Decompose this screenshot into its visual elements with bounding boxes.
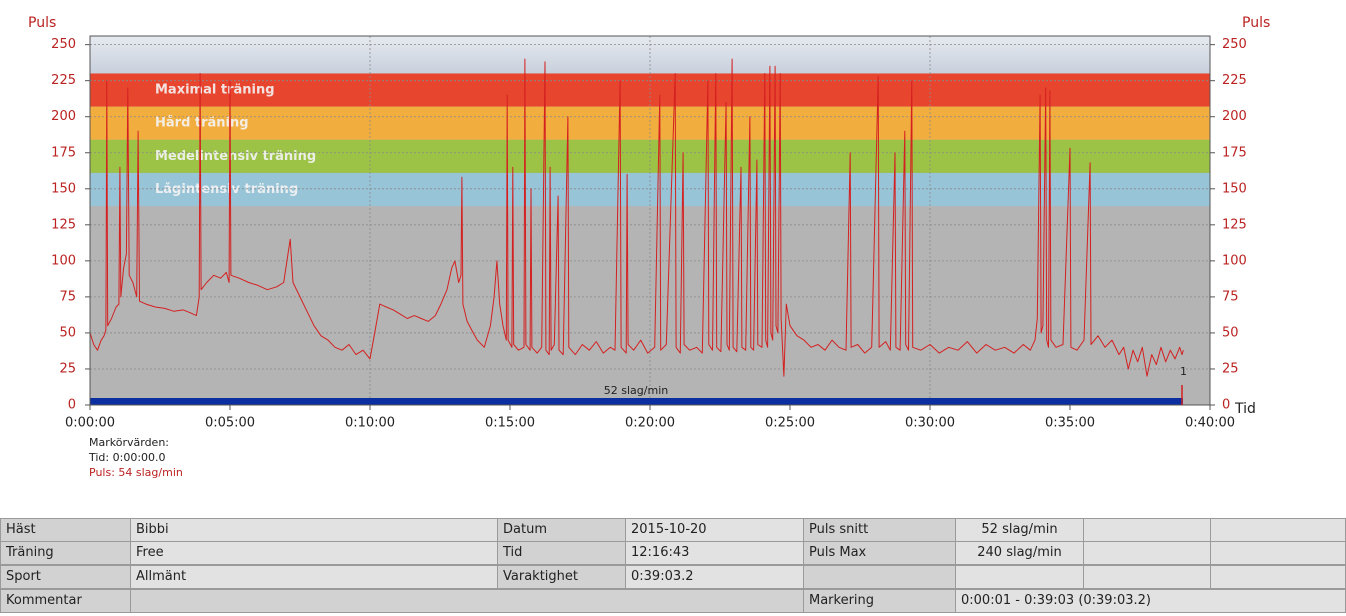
zone-label: Lågintensiv träning	[155, 182, 298, 197]
y2-tick-label: 100	[1222, 253, 1247, 268]
x-tick-label: 0:20:00	[625, 416, 675, 431]
table-cell: Datum	[497, 518, 626, 542]
marker-time: Tid: 0:00:00.0	[89, 451, 166, 464]
marker-pulse: Puls: 54 slag/min	[89, 466, 183, 479]
x-tick-label: 0:35:00	[1045, 416, 1095, 431]
table-cell: Häst	[0, 518, 131, 542]
y2-tick-label: 200	[1222, 109, 1247, 124]
average-bar	[90, 398, 1183, 405]
zone-label: Medelintensiv träning	[155, 149, 316, 164]
y2-tick-label: 250	[1222, 37, 1247, 52]
x-tick-label: 0:05:00	[205, 416, 255, 431]
table-cell: 0:00:01 - 0:39:03 (0:39:03.2)	[955, 589, 1346, 613]
y2-tick-label: 25	[1222, 361, 1239, 376]
y2-tick-label: 0	[1222, 398, 1230, 413]
table-cell: 0:39:03.2	[625, 565, 804, 589]
y-tick-label: 25	[59, 361, 76, 376]
y2-tick-label: 75	[1222, 289, 1239, 304]
end-marker-label: 1	[1180, 365, 1187, 378]
table-cell: 2015-10-20	[625, 518, 804, 542]
table-cell: Kommentar	[0, 589, 131, 613]
table-cell: 240 slag/min	[955, 541, 1084, 565]
table-cell: Puls Max	[803, 541, 956, 565]
upper-band	[90, 36, 1210, 74]
x-tick-label: 0:00:00	[65, 416, 115, 431]
table-cell-empty	[1083, 518, 1211, 542]
x-tick-label: 0:15:00	[485, 416, 535, 431]
y-tick-label: 200	[51, 109, 76, 124]
table-cell-empty	[1083, 565, 1211, 589]
y-tick-label: 100	[51, 253, 76, 268]
y2-tick-label: 125	[1222, 217, 1247, 232]
table-cell: Free	[130, 541, 498, 565]
marker-title: Markörvärden:	[89, 436, 169, 449]
zone-label: Maximal träning	[155, 83, 275, 98]
table-cell-empty	[130, 589, 804, 613]
table-cell-empty	[1083, 541, 1211, 565]
y-axis-label: Puls	[28, 15, 56, 31]
table-cell: Markering	[803, 589, 956, 613]
table-cell: Sport	[0, 565, 131, 589]
y-tick-label: 225	[51, 73, 76, 88]
y2-tick-label: 50	[1222, 325, 1239, 340]
y2-tick-label: 225	[1222, 73, 1247, 88]
table-cell: Allmänt	[130, 565, 498, 589]
x-tick-label: 0:25:00	[765, 416, 815, 431]
table-cell-empty	[1210, 518, 1346, 542]
y-tick-label: 50	[59, 325, 76, 340]
table-cell-empty	[955, 565, 1084, 589]
table-cell: Varaktighet	[497, 565, 626, 589]
chart: Maximal träning Hård träning Medelintensiv…	[28, 15, 1270, 431]
table-cell: Träning	[0, 541, 131, 565]
average-label: 52 slag/min	[604, 384, 668, 397]
x-tick-label: 0:10:00	[345, 416, 395, 431]
zone-band	[90, 106, 1210, 140]
y2-tick-label: 175	[1222, 145, 1247, 160]
y-tick-label: 175	[51, 145, 76, 160]
pulse-line	[89, 58, 1184, 377]
table-cell: Bibbi	[130, 518, 498, 542]
y-tick-label: 0	[68, 398, 76, 413]
table-cell-empty	[803, 565, 956, 589]
y2-tick-label: 150	[1222, 181, 1247, 196]
table-cell: Tid	[497, 541, 626, 565]
y-tick-label: 250	[51, 37, 76, 52]
table-cell: 52 slag/min	[955, 518, 1084, 542]
y-tick-label: 150	[51, 181, 76, 196]
y-tick-label: 125	[51, 217, 76, 232]
table-cell-empty	[1210, 565, 1346, 589]
y2-axis-label: Puls	[1242, 15, 1270, 31]
table-cell-empty	[1210, 541, 1346, 565]
x-tick-label: 0:40:00	[1185, 416, 1235, 431]
table-cell: 12:16:43	[625, 541, 804, 565]
table-cell: Puls snitt	[803, 518, 956, 542]
y-tick-label: 75	[59, 289, 76, 304]
x-axis-label: Tid	[1234, 401, 1256, 417]
zone-label: Hård träning	[155, 116, 249, 131]
x-tick-label: 0:30:00	[905, 416, 955, 431]
